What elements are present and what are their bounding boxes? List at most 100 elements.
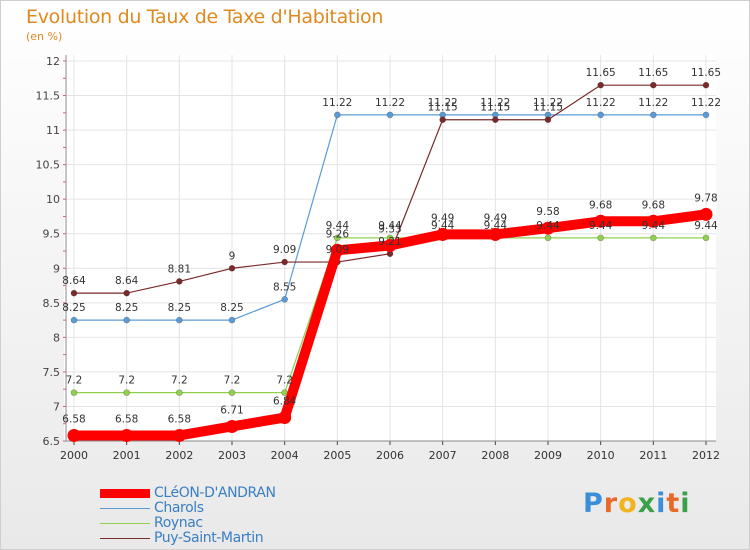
series-point-0 [172, 428, 186, 442]
series-point-1 [176, 316, 183, 324]
series-point-0 [436, 227, 450, 241]
series-point-2 [70, 389, 78, 396]
legend-swatch-charols [100, 508, 150, 509]
series-point-0 [278, 411, 292, 425]
series-point-3 [70, 289, 78, 297]
y-tick-label: 9 [53, 262, 60, 275]
chart-title: Evolution du Taux de Taxe d'Habitation [26, 6, 384, 28]
legend-label-puy: Puy-Saint-Martin [154, 530, 264, 546]
series-point-3 [492, 116, 499, 124]
data-label: 11.65 [586, 67, 616, 79]
data-label: 9.58 [536, 206, 559, 218]
x-tick-label: 2007 [429, 449, 457, 462]
data-label: 9.44 [378, 220, 402, 232]
series-point-0 [225, 419, 239, 433]
data-label: 8.25 [168, 302, 191, 314]
data-label: 11.65 [638, 67, 668, 79]
x-tick-label: 2009 [534, 449, 562, 462]
data-label: 11.65 [691, 67, 721, 79]
series-point-3 [228, 264, 236, 272]
series-point-0 [67, 428, 81, 442]
data-label: 11.22 [691, 97, 721, 109]
x-tick-label: 2004 [271, 449, 299, 462]
series-point-0 [488, 227, 502, 241]
legend-label-cleon: CLéON-D'ANDRAN [154, 485, 276, 501]
legend-label-roynac: Roynac [154, 515, 203, 531]
x-tick-label: 2000 [60, 449, 88, 462]
y-tick-label: 10 [46, 193, 60, 206]
data-label: 11.22 [322, 97, 352, 109]
series-point-3 [702, 81, 710, 89]
data-label: 8.25 [62, 302, 85, 314]
series-point-1 [123, 316, 130, 324]
data-label: 11.22 [638, 97, 668, 109]
series-point-0 [594, 214, 608, 228]
series-point-2 [123, 389, 130, 396]
y-tick-label: 8 [53, 331, 60, 344]
x-tick-label: 2006 [376, 449, 404, 462]
y-tick-label: 11 [46, 124, 60, 137]
series-point-0 [383, 238, 397, 252]
series-point-3 [281, 258, 288, 266]
legend-swatch-puy [100, 538, 150, 539]
data-label: 9.44 [536, 220, 560, 232]
y-tick-label: 8.5 [43, 297, 61, 310]
data-label: 11.22 [375, 97, 405, 109]
x-tick-label: 2008 [481, 449, 509, 462]
data-label: 7.2 [224, 375, 241, 387]
data-label: 6.58 [168, 413, 191, 425]
series-point-3 [176, 278, 183, 285]
x-tick-label: 2003 [218, 449, 246, 462]
series-point-2 [228, 389, 236, 396]
data-label: 9.33 [378, 223, 401, 235]
x-tick-label: 2012 [692, 449, 720, 462]
y-tick-label: 10.5 [36, 159, 61, 172]
y-tick-label: 7 [53, 400, 60, 413]
series-point-2 [702, 234, 710, 242]
series-point-2 [650, 234, 657, 242]
data-label: 8.55 [273, 281, 296, 293]
chart-subtitle: (en %) [26, 30, 63, 43]
series-point-3 [544, 116, 552, 124]
proxiti-logo: Proxiti [583, 488, 691, 519]
y-tick-label: 7.5 [43, 366, 61, 379]
data-label: 11.15 [533, 102, 563, 114]
x-tick-label: 2005 [323, 449, 351, 462]
series-point-1 [281, 296, 288, 303]
y-tick-label: 11.5 [36, 90, 61, 103]
data-label: 9.44 [484, 220, 508, 232]
x-tick-label: 2002 [165, 449, 193, 462]
data-label: 11.22 [533, 97, 563, 109]
series-point-1 [228, 316, 236, 324]
series-point-0 [541, 221, 555, 235]
data-label: 9.49 [484, 212, 507, 224]
data-label: 9.09 [326, 244, 349, 256]
data-label: 9.78 [694, 192, 717, 204]
data-label: 11.22 [480, 97, 510, 109]
y-tick-label: 9.5 [43, 228, 61, 241]
data-label: 8.81 [168, 263, 191, 275]
data-label: 7.2 [276, 375, 293, 387]
series-point-2 [334, 234, 341, 242]
x-tick-label: 2010 [587, 449, 615, 462]
legend-swatch-roynac [100, 523, 150, 524]
data-label: 7.2 [118, 375, 135, 387]
series-point-3 [597, 81, 604, 89]
data-label: 6.84 [273, 396, 297, 408]
y-tick-label: 12 [46, 55, 60, 68]
y-tick-label: 6.5 [43, 435, 61, 448]
data-label: 6.71 [220, 404, 243, 416]
data-label: 9.44 [326, 220, 350, 232]
series-point-0 [330, 243, 344, 257]
data-label: 6.58 [115, 413, 138, 425]
series-point-2 [544, 234, 552, 242]
series-point-2 [597, 234, 604, 242]
series-point-3 [123, 289, 130, 297]
data-label: 11.15 [480, 102, 510, 114]
data-label: 8.25 [220, 302, 243, 314]
data-label: 9.21 [378, 236, 401, 248]
data-label: 9.44 [431, 220, 455, 232]
data-label: 9.09 [273, 244, 296, 256]
series-point-3 [439, 116, 446, 124]
